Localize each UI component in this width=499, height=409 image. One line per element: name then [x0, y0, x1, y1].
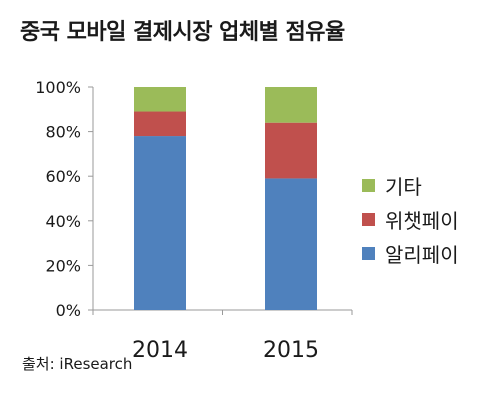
legend-item-other: 기타: [362, 168, 459, 202]
y-tick-label: 20%: [45, 256, 81, 275]
y-tick-label: 80%: [45, 123, 81, 142]
bar-wechatpay-2015: [265, 122, 317, 179]
y-tick-label: 40%: [45, 212, 81, 231]
legend-item-alipay: 알리페이: [362, 236, 459, 270]
bar-other-2015: [265, 87, 317, 123]
y-tick-label: 0%: [56, 301, 81, 320]
bar-alipay-2015: [265, 178, 317, 310]
legend-swatch-other: [362, 178, 375, 192]
legend-item-wechatpay: 위챗페이: [362, 202, 459, 236]
x-tick-label: 2014: [132, 338, 188, 363]
chart-legend: 기타 위챗페이 알리페이: [362, 168, 459, 270]
x-tick-label: 2015: [263, 338, 319, 363]
source-note: 출처: iResearch: [22, 355, 133, 373]
legend-swatch-alipay: [362, 246, 375, 260]
bar-wechatpay-2014: [134, 111, 186, 137]
y-tick-label: 60%: [45, 167, 81, 186]
chart-title: 중국 모바일 결제시장 업체별 점유율: [20, 20, 345, 45]
legend-label-wechatpay: 위챗페이: [385, 208, 459, 233]
bar-other-2014: [134, 87, 186, 112]
legend-label-alipay: 알리페이: [385, 242, 459, 267]
legend-label-other: 기타: [385, 174, 422, 199]
bar-alipay-2014: [134, 136, 186, 310]
y-tick-label: 100%: [35, 78, 81, 97]
legend-swatch-wechatpay: [362, 212, 375, 226]
